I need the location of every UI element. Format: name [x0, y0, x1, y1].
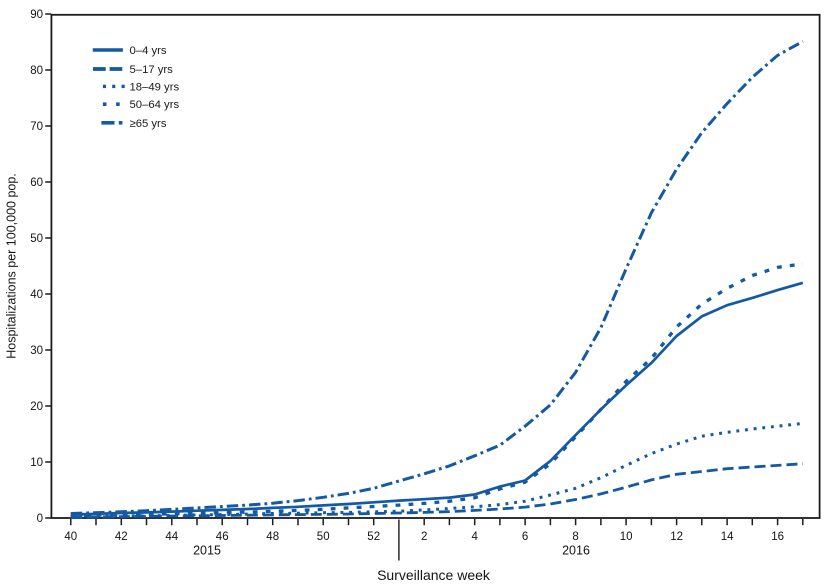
- svg-text:50: 50: [30, 233, 43, 245]
- svg-text:2016: 2016: [562, 544, 590, 558]
- svg-text:44: 44: [165, 531, 178, 543]
- svg-text:40: 40: [30, 289, 43, 301]
- svg-text:≥65 yrs: ≥65 yrs: [130, 118, 167, 130]
- svg-text:52: 52: [367, 531, 380, 543]
- svg-text:10: 10: [30, 457, 43, 469]
- svg-text:42: 42: [115, 531, 128, 543]
- svg-text:Hospitalizations per 100,000 p: Hospitalizations per 100,000 pop.: [5, 173, 19, 359]
- svg-text:40: 40: [64, 531, 77, 543]
- svg-text:0–4 yrs: 0–4 yrs: [130, 45, 167, 57]
- svg-text:50: 50: [317, 531, 330, 543]
- svg-text:18–49 yrs: 18–49 yrs: [130, 81, 180, 93]
- svg-text:2015: 2015: [193, 544, 221, 558]
- svg-text:8: 8: [572, 531, 578, 543]
- svg-text:2: 2: [421, 531, 427, 543]
- svg-text:10: 10: [620, 531, 633, 543]
- svg-text:16: 16: [771, 531, 784, 543]
- svg-text:60: 60: [30, 177, 43, 189]
- svg-text:70: 70: [30, 121, 43, 133]
- svg-text:0: 0: [37, 513, 43, 525]
- svg-text:30: 30: [30, 345, 43, 357]
- svg-text:6: 6: [522, 531, 528, 543]
- svg-text:Surveillance week: Surveillance week: [377, 567, 491, 583]
- svg-text:20: 20: [30, 401, 43, 413]
- svg-text:48: 48: [266, 531, 279, 543]
- svg-text:80: 80: [30, 65, 43, 77]
- svg-text:12: 12: [670, 531, 683, 543]
- svg-text:46: 46: [216, 531, 229, 543]
- svg-text:14: 14: [721, 531, 734, 543]
- svg-text:5–17 yrs: 5–17 yrs: [130, 64, 174, 76]
- svg-text:4: 4: [471, 531, 478, 543]
- svg-text:90: 90: [30, 9, 43, 21]
- svg-text:50–64 yrs: 50–64 yrs: [130, 99, 180, 111]
